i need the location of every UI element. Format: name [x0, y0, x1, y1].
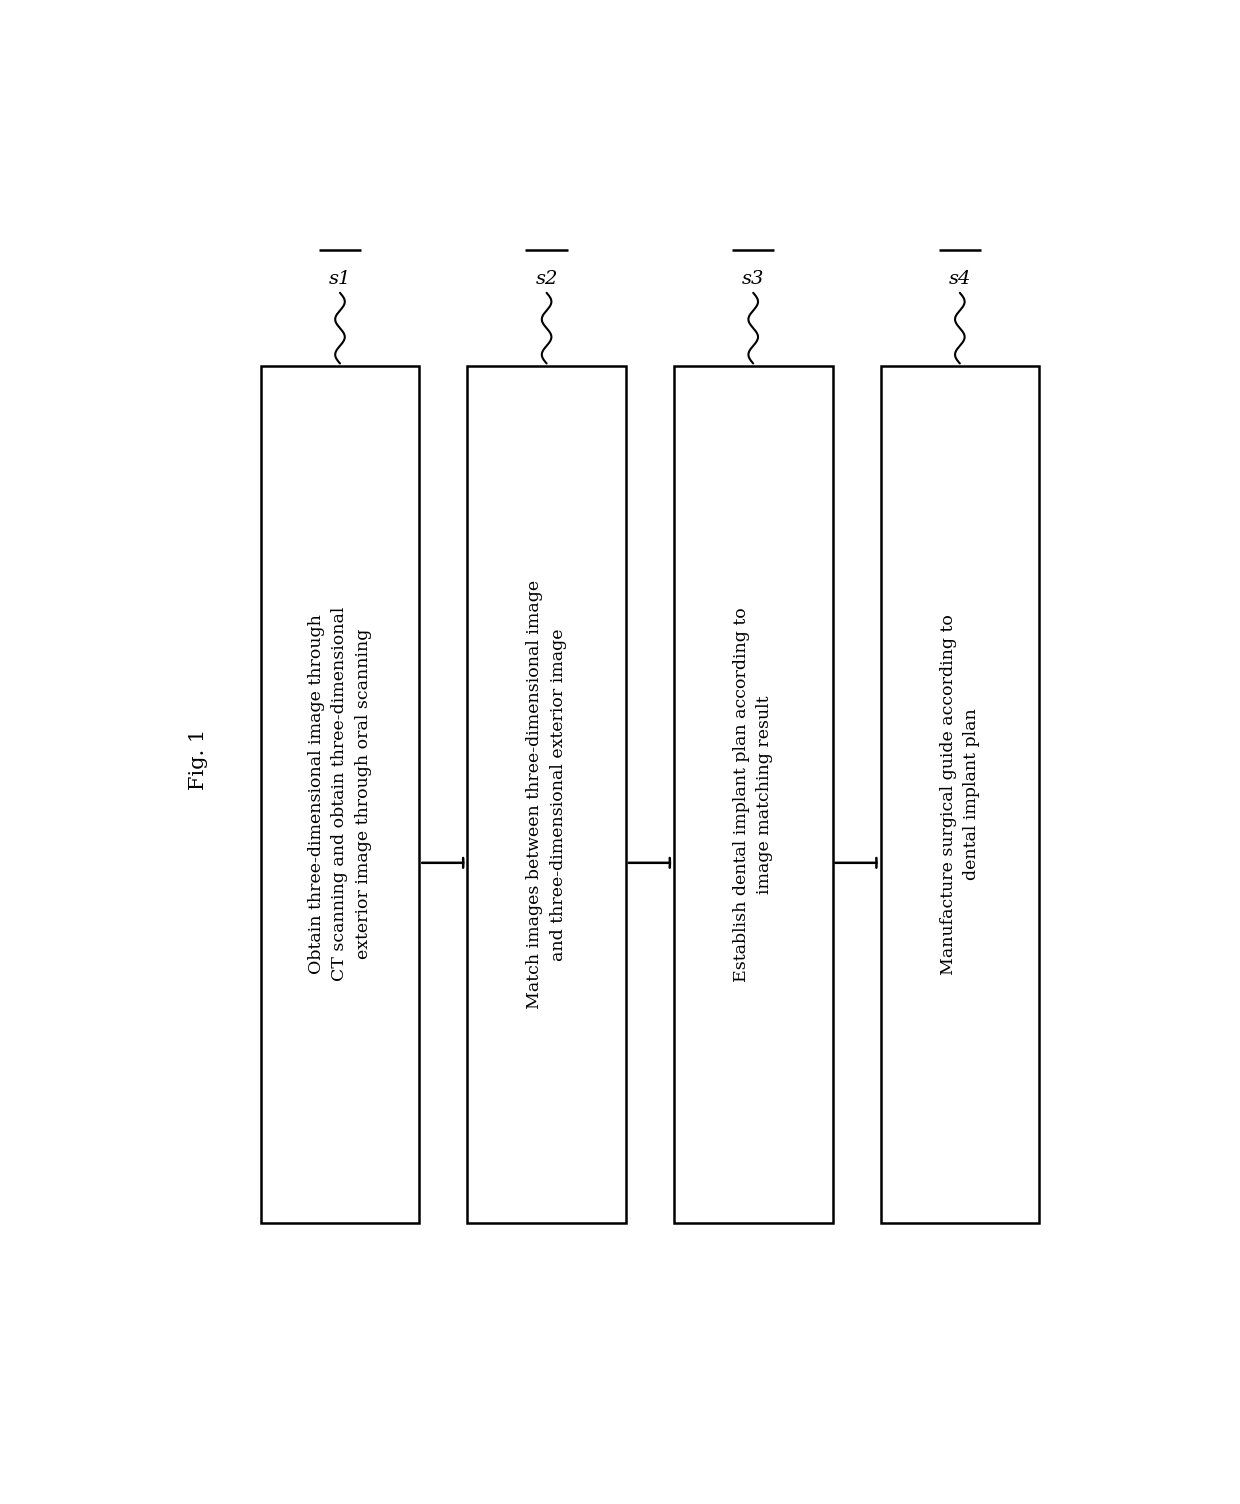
Bar	[260, 365, 419, 1223]
Text: Obtain three-dimensional image through
CT scanning and obtain three-dimensional
: Obtain three-dimensional image through C…	[308, 608, 372, 982]
Text: s1: s1	[329, 269, 351, 287]
Text: Match images between three-dimensional image
and three-dimensional exterior imag: Match images between three-dimensional i…	[526, 579, 567, 1009]
Text: Establish dental implant plan according to
image matching result: Establish dental implant plan according …	[733, 608, 774, 982]
Text: s4: s4	[949, 269, 971, 287]
Text: Manufacture surgical guide according to
dental implant plan: Manufacture surgical guide according to …	[940, 614, 980, 975]
Text: s3: s3	[742, 269, 764, 287]
Text: Fig. 1: Fig. 1	[188, 729, 208, 790]
Bar	[467, 365, 626, 1223]
Bar	[880, 365, 1039, 1223]
Bar	[675, 365, 832, 1223]
Text: s2: s2	[536, 269, 558, 287]
